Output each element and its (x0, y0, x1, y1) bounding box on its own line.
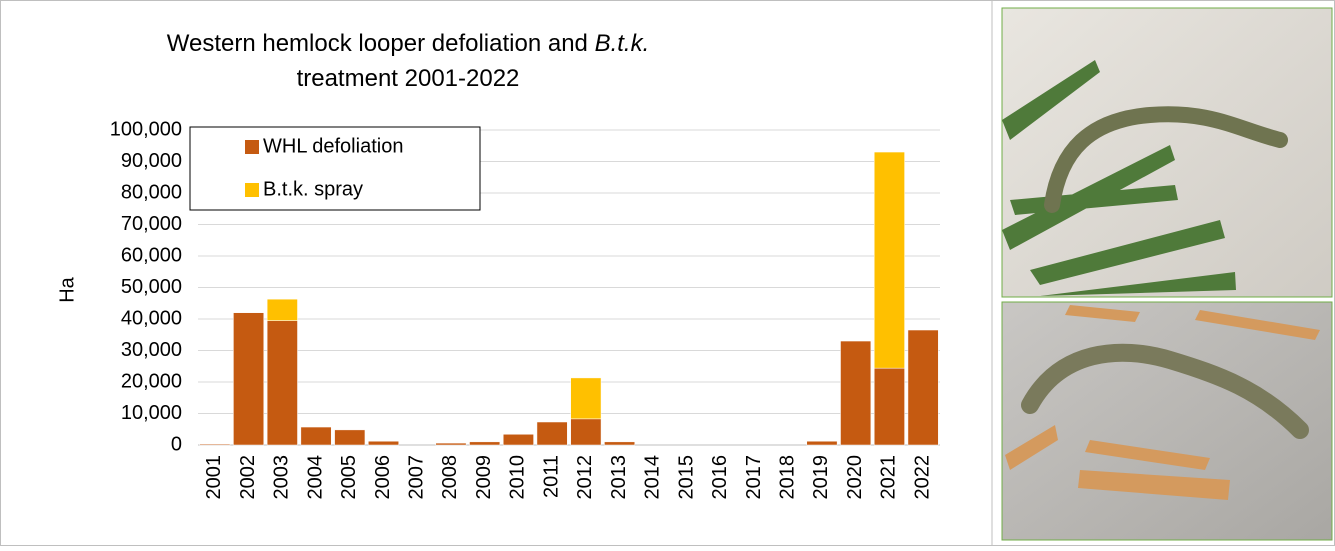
bar-segment (907, 329, 939, 446)
x-tick-label: 2005 (338, 455, 360, 500)
x-tick-label: 2021 (878, 455, 900, 500)
x-tick-label: 2008 (439, 455, 461, 500)
y-tick-label: 10,000 (121, 402, 182, 424)
x-tick-label: 2010 (507, 455, 529, 500)
bar-segment (840, 340, 872, 446)
y-tick-label: 100,000 (110, 118, 182, 140)
chart-title: Western hemlock looper defoliation and B… (167, 30, 650, 92)
x-tick-label: 2020 (844, 455, 866, 500)
bar-segment (368, 440, 399, 446)
legend-box (189, 126, 481, 211)
title-part: Western hemlock looper defoliation and (167, 30, 595, 57)
bar-segment (266, 298, 298, 321)
bar-segment (570, 377, 602, 420)
title-part: B.t.k. (595, 30, 650, 57)
x-tick-label: 2011 (540, 455, 562, 498)
y-tick-label: 40,000 (121, 307, 182, 329)
x-tick-label: 2022 (911, 455, 933, 500)
x-tick-label: 2001 (203, 455, 225, 500)
x-tick-label: 2002 (237, 455, 259, 500)
photo-top (1001, 7, 1333, 298)
x-tick-label: 2017 (743, 455, 765, 500)
x-tick-label: 2007 (406, 455, 428, 500)
x-tick-label: 2016 (709, 455, 731, 500)
x-tick-label: 2013 (608, 455, 630, 500)
x-tick-label: 2009 (473, 455, 495, 500)
legend-label: WHL defoliation (263, 135, 403, 157)
y-tick-label: 0 (171, 433, 182, 455)
x-tick-label: 2003 (271, 455, 293, 500)
legend-swatch (245, 140, 259, 154)
bar-segment (873, 367, 905, 446)
bar-segment (199, 443, 231, 446)
bar-segment (873, 151, 905, 369)
bar-segment (233, 312, 265, 446)
x-tick-label: 2014 (642, 455, 664, 500)
y-axis-label: Ha (56, 276, 78, 302)
photo-bottom (1001, 301, 1333, 541)
y-tick-label: 60,000 (121, 244, 182, 266)
title-part: treatment 2001-2022 (297, 65, 520, 92)
bar-segment (570, 418, 602, 446)
y-tick-label: 30,000 (121, 339, 182, 361)
bar-segment (469, 441, 501, 446)
bar-segment (266, 320, 298, 446)
bar-segment (604, 441, 636, 446)
bar-segment (300, 426, 332, 446)
bar-segment (806, 440, 838, 446)
legend-label: B.t.k. spray (263, 178, 363, 200)
y-tick-label: 90,000 (121, 150, 182, 172)
y-tick-label: 70,000 (121, 213, 182, 235)
x-tick-label: 2012 (574, 455, 596, 500)
bar-segment (334, 429, 366, 446)
x-tick-label: 2004 (304, 455, 326, 500)
y-tick-label: 50,000 (121, 276, 182, 298)
x-tick-label: 2015 (675, 455, 697, 500)
y-tick-label: 20,000 (121, 370, 182, 392)
x-tick-label: 2018 (777, 455, 799, 500)
bar-segment (435, 442, 467, 446)
bar-segment (536, 421, 568, 446)
x-tick-label: 2019 (810, 455, 832, 500)
legend-swatch (245, 183, 259, 197)
x-tick-label: 2006 (372, 455, 394, 500)
y-tick-label: 80,000 (121, 181, 182, 203)
bar-segment (502, 434, 534, 446)
